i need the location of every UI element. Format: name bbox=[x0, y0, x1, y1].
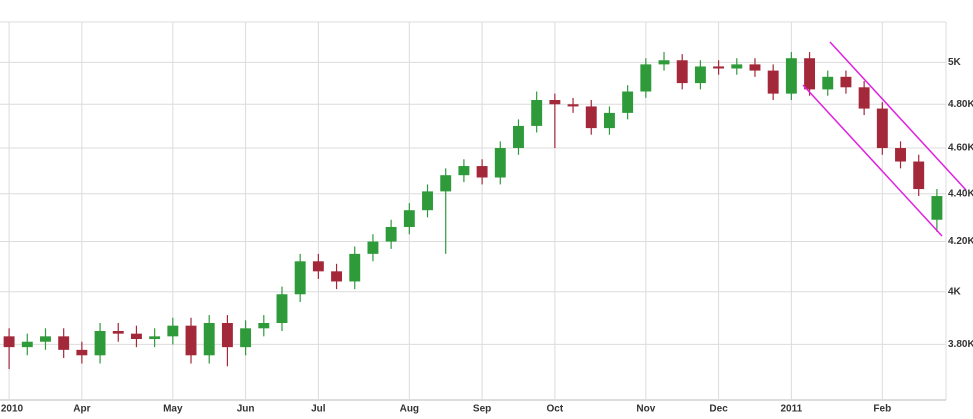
candle-body bbox=[3, 336, 15, 348]
trend-line bbox=[829, 41, 967, 191]
candle-body bbox=[130, 333, 142, 340]
candle-body bbox=[422, 191, 433, 211]
candle-body bbox=[804, 58, 816, 90]
trend-line bbox=[802, 84, 943, 237]
x-tick-label: Sep bbox=[473, 404, 491, 415]
candle-body bbox=[713, 66, 725, 69]
candle-body bbox=[531, 100, 543, 126]
y-tick-label: 4.40K bbox=[948, 188, 973, 199]
candle-body bbox=[694, 66, 706, 84]
candle-body bbox=[40, 336, 51, 342]
y-tick-label: 4.60K bbox=[948, 143, 973, 154]
candle-body bbox=[221, 323, 233, 348]
x-tick-label: Jul bbox=[311, 404, 326, 415]
candle-body bbox=[476, 166, 488, 178]
candle-body bbox=[603, 112, 615, 129]
candle-body bbox=[567, 104, 579, 107]
candle-body bbox=[658, 60, 670, 65]
candle-body bbox=[858, 87, 870, 109]
candle-body bbox=[185, 325, 197, 356]
candle-body bbox=[767, 70, 779, 94]
x-tick-label: Nov bbox=[636, 404, 655, 415]
candle-body bbox=[895, 148, 906, 162]
candle-body bbox=[149, 336, 161, 340]
candle-body bbox=[840, 76, 852, 88]
candle-body bbox=[731, 64, 743, 69]
candle-body bbox=[58, 336, 70, 350]
candle-body bbox=[749, 64, 761, 71]
candle-body bbox=[640, 64, 652, 92]
candle-body bbox=[349, 253, 361, 282]
candle-body bbox=[622, 91, 634, 113]
candle-body bbox=[367, 241, 379, 254]
candle-body bbox=[494, 148, 506, 178]
x-tick-label: Oct bbox=[547, 404, 564, 415]
candle-body bbox=[876, 108, 888, 149]
candle-body bbox=[21, 341, 33, 348]
candle-body bbox=[785, 58, 797, 94]
candle-body bbox=[549, 100, 561, 105]
y-tick-label: 4.20K bbox=[948, 236, 973, 247]
y-tick-label: 3.80K bbox=[948, 339, 973, 350]
x-tick-label: Feb bbox=[873, 404, 891, 415]
x-tick-label: Apr bbox=[73, 404, 90, 415]
candle-body bbox=[240, 328, 252, 348]
candle-body bbox=[403, 210, 415, 227]
candle-body bbox=[822, 76, 834, 90]
candle-body bbox=[331, 271, 343, 282]
candle-body bbox=[385, 226, 397, 242]
candle-body bbox=[167, 325, 179, 337]
x-tick-label: Dec bbox=[709, 404, 728, 415]
x-tick-label: May bbox=[163, 404, 183, 415]
candle-body bbox=[913, 161, 925, 190]
x-tick-label: Aug bbox=[400, 404, 419, 415]
y-tick-label: 4.80K bbox=[948, 99, 973, 110]
candle-body bbox=[676, 60, 688, 84]
candle-body bbox=[276, 294, 288, 324]
candle-body bbox=[294, 261, 306, 295]
labels: 3.80K 4K 4.20K 4.40K 4.60K 4.80K 5K 2010 Apr May J… bbox=[1, 57, 973, 415]
candle-body bbox=[76, 349, 88, 356]
candle-body bbox=[258, 323, 270, 329]
y-tick-label: 5K bbox=[948, 57, 962, 68]
candle-body bbox=[440, 175, 452, 192]
candles bbox=[3, 52, 943, 370]
y-tick-label: 4K bbox=[948, 286, 962, 297]
x-tick-label: 2011 bbox=[781, 404, 803, 415]
candle-body bbox=[458, 166, 470, 176]
x-tick-label: 2010 bbox=[1, 404, 24, 415]
candle-body bbox=[585, 106, 597, 129]
x-tick-label: Jun bbox=[237, 404, 255, 415]
candle-body bbox=[513, 125, 524, 149]
candle-body bbox=[203, 323, 215, 356]
candle-body bbox=[931, 196, 943, 220]
candle-body bbox=[112, 330, 124, 334]
candle-body bbox=[94, 330, 106, 356]
candle-body bbox=[312, 261, 324, 272]
